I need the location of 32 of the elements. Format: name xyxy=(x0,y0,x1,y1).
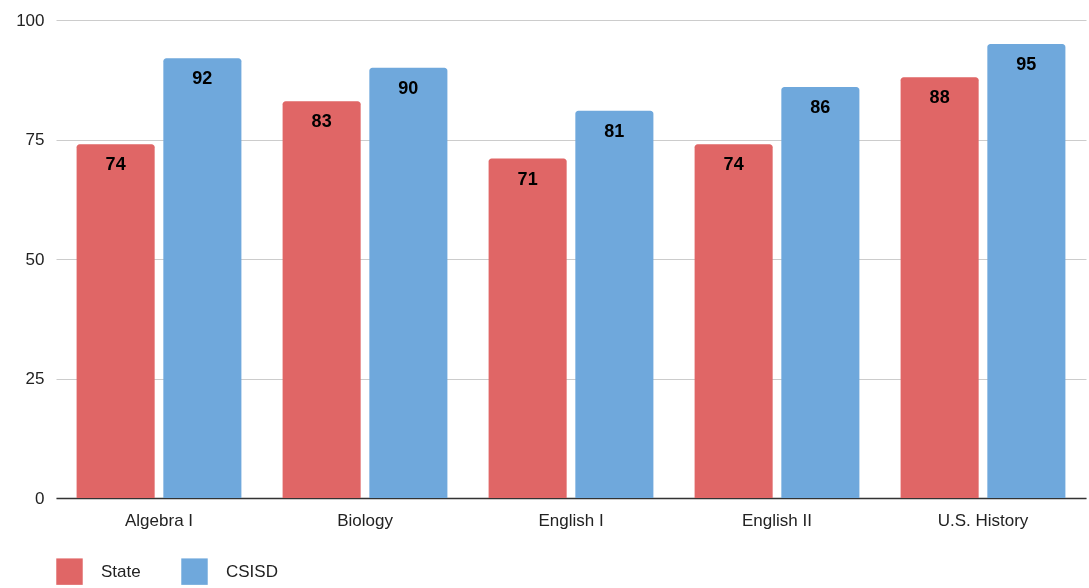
x-tick-label: Biology xyxy=(337,510,394,530)
bar xyxy=(900,77,979,498)
bar xyxy=(369,67,448,498)
data-label: 74 xyxy=(105,154,126,175)
x-tick-label: U.S. History xyxy=(937,510,1029,530)
legend-label: State xyxy=(101,561,141,581)
y-tick-label: 100 xyxy=(16,10,45,30)
legend-label: CSISD xyxy=(226,561,278,581)
data-label: 92 xyxy=(192,68,213,89)
data-label: 88 xyxy=(929,87,950,108)
bar xyxy=(76,144,155,498)
data-label: 83 xyxy=(311,111,332,132)
data-label: 74 xyxy=(723,154,744,175)
data-label: 86 xyxy=(810,96,831,117)
bar xyxy=(575,110,654,498)
bar xyxy=(987,43,1066,498)
bar xyxy=(488,158,567,498)
data-label: 90 xyxy=(398,77,419,98)
bar xyxy=(282,101,361,498)
data-label: 71 xyxy=(517,168,538,189)
x-tick-label: English I xyxy=(538,510,604,530)
y-tick-label: 25 xyxy=(25,369,45,388)
y-tick-label: 75 xyxy=(25,130,45,149)
y-tick-label: 0 xyxy=(35,488,45,508)
x-tick-label: Algebra I xyxy=(124,510,194,530)
x-tick-label: English II xyxy=(742,510,812,530)
bar xyxy=(694,144,773,498)
bar xyxy=(163,58,242,498)
data-label: 81 xyxy=(604,120,625,141)
bar xyxy=(781,86,860,498)
y-tick-label: 50 xyxy=(25,249,45,269)
data-label: 95 xyxy=(1016,53,1037,74)
